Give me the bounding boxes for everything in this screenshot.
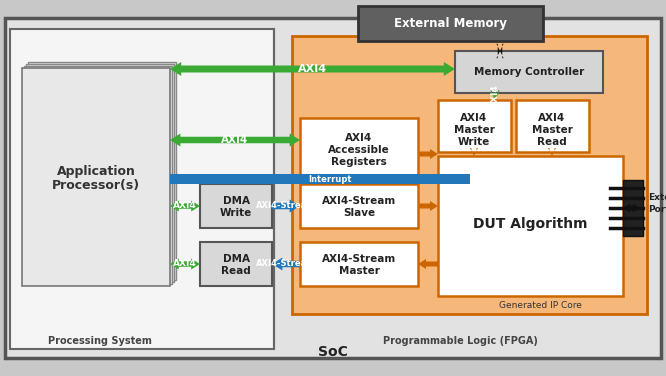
Bar — [170, 174, 470, 184]
Text: Write: Write — [458, 137, 490, 147]
Text: Generated IP Core: Generated IP Core — [499, 302, 581, 311]
Bar — [10, 29, 274, 349]
Bar — [516, 100, 589, 152]
Text: Master: Master — [454, 125, 494, 135]
Bar — [300, 118, 418, 180]
Text: Master: Master — [338, 266, 380, 276]
Text: AXI4: AXI4 — [298, 64, 327, 74]
Text: Slave: Slave — [343, 208, 375, 218]
Text: Interrupt: Interrupt — [308, 174, 352, 183]
Text: Processing System: Processing System — [48, 336, 152, 346]
Polygon shape — [170, 174, 183, 184]
Text: AXI4: AXI4 — [538, 113, 565, 123]
Bar — [292, 36, 647, 314]
Text: AXI4: AXI4 — [460, 113, 488, 123]
Polygon shape — [496, 44, 503, 58]
Bar — [358, 6, 543, 41]
Text: Master: Master — [531, 125, 573, 135]
Bar — [200, 242, 272, 286]
Bar — [438, 156, 623, 296]
Text: External: External — [648, 194, 666, 203]
Polygon shape — [418, 201, 438, 211]
Polygon shape — [170, 62, 455, 76]
Bar — [438, 100, 511, 152]
Text: Ports: Ports — [648, 206, 666, 214]
Text: Read: Read — [537, 137, 567, 147]
Polygon shape — [272, 258, 300, 270]
Text: DUT Algorithm: DUT Algorithm — [473, 217, 587, 231]
Text: Memory Controller: Memory Controller — [474, 67, 584, 77]
Text: SoC: SoC — [318, 345, 348, 359]
Bar — [200, 184, 272, 228]
Polygon shape — [170, 133, 300, 147]
Bar — [22, 68, 170, 286]
Text: Write: Write — [220, 208, 252, 218]
Text: AXI4-Stream: AXI4-Stream — [322, 254, 396, 264]
Polygon shape — [418, 259, 438, 269]
Text: Read: Read — [221, 266, 251, 276]
Bar — [455, 51, 603, 93]
Text: AXI4: AXI4 — [490, 85, 500, 108]
Polygon shape — [623, 203, 640, 212]
Text: Application: Application — [57, 165, 135, 177]
Bar — [623, 180, 643, 236]
Text: Accessible: Accessible — [328, 145, 390, 155]
Polygon shape — [470, 148, 478, 156]
Text: DMA: DMA — [222, 196, 250, 206]
Text: AXI4-Stream: AXI4-Stream — [322, 196, 396, 206]
Polygon shape — [490, 90, 500, 100]
Text: AXI4: AXI4 — [173, 202, 197, 211]
Text: AXI4: AXI4 — [173, 259, 197, 268]
Text: AXI4-Stream: AXI4-Stream — [256, 202, 316, 211]
Bar — [24, 66, 172, 284]
Text: Processor(s): Processor(s) — [52, 179, 140, 191]
Text: AXI4: AXI4 — [221, 135, 248, 145]
Text: AXI4: AXI4 — [346, 133, 372, 143]
Polygon shape — [548, 148, 556, 156]
Polygon shape — [418, 149, 438, 159]
Bar — [300, 184, 418, 228]
Bar — [26, 64, 174, 282]
Text: AXI4-Stream: AXI4-Stream — [256, 259, 316, 268]
Bar — [28, 62, 176, 280]
Polygon shape — [170, 200, 200, 211]
Bar — [300, 242, 418, 286]
Text: Programmable Logic (FPGA): Programmable Logic (FPGA) — [382, 336, 537, 346]
Text: External Memory: External Memory — [394, 18, 507, 30]
Polygon shape — [272, 200, 300, 212]
Text: Registers: Registers — [331, 157, 387, 167]
Text: DMA: DMA — [222, 254, 250, 264]
Polygon shape — [170, 259, 200, 270]
